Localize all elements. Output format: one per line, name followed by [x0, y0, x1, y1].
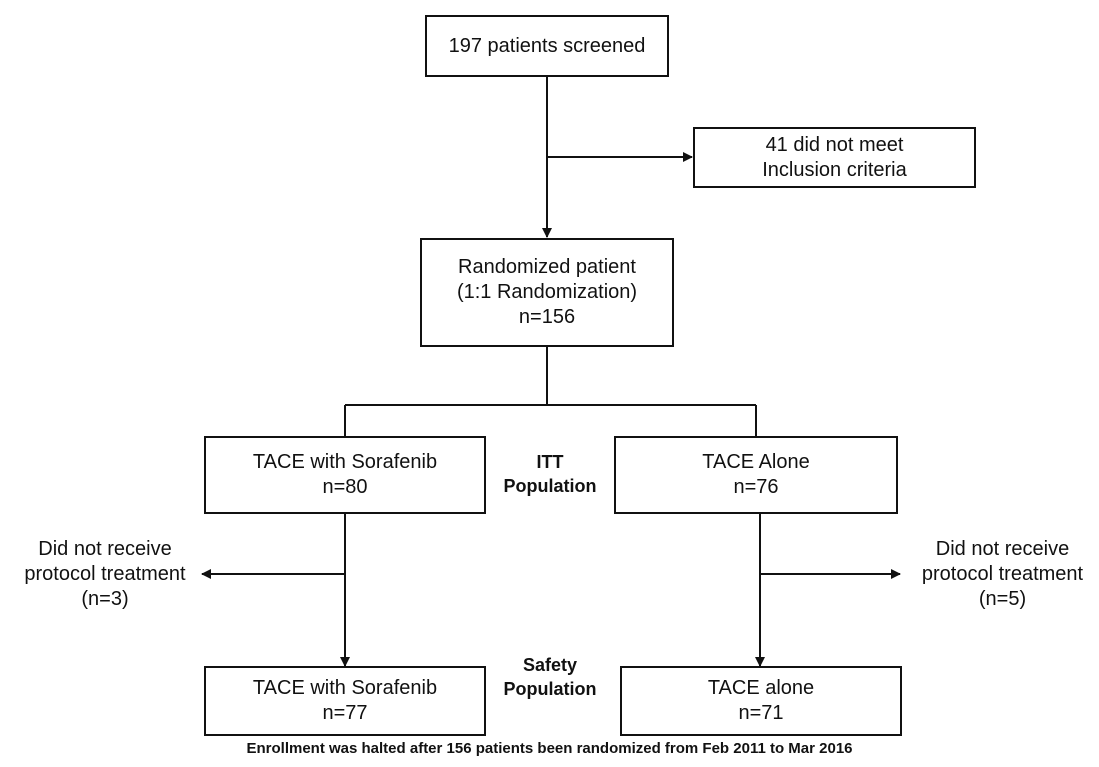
safety-right-box: TACE alone n=71: [620, 666, 902, 736]
randomized-line2: (1:1 Randomization): [456, 281, 638, 303]
itt-population-label: ITT Population: [503, 452, 597, 496]
screened-label: 197 patients screened: [448, 34, 646, 57]
itt-left-line1: TACE with Sorafenib: [252, 451, 438, 473]
itt-right-line1: TACE Alone: [702, 451, 810, 473]
safety-left-box: TACE with Sorafenib n=77: [204, 666, 486, 736]
itt-right-line2: n=76: [733, 476, 779, 498]
excluded-box: 41 did not meet Inclusion criteria: [693, 127, 976, 188]
randomized-box: Randomized patient (1:1 Randomization) n…: [420, 238, 674, 347]
no-treatment-right-label: Did not receive protocol treatment (n=5): [921, 538, 1084, 610]
itt-left-line2: n=80: [322, 476, 368, 498]
randomized-line3: n=156: [518, 306, 576, 328]
safety-population-label: Safety Population: [503, 655, 597, 699]
safety-right-line2: n=71: [738, 702, 784, 724]
safety-left-line1: TACE with Sorafenib: [252, 677, 438, 699]
safety-right-line1: TACE alone: [707, 677, 815, 699]
enrollment-footnote: Enrollment was halted after 156 patients…: [246, 740, 853, 757]
itt-left-box: TACE with Sorafenib n=80: [204, 436, 486, 514]
no-treatment-left-label: Did not receive protocol treatment (n=3): [24, 538, 186, 610]
randomized-line1: Randomized patient: [458, 256, 636, 278]
excluded-line1: 41 did not meet: [765, 133, 904, 156]
excluded-line2: Inclusion criteria: [762, 158, 907, 181]
safety-left-line2: n=77: [322, 702, 368, 724]
screened-box: 197 patients screened: [425, 15, 669, 77]
itt-right-box: TACE Alone n=76: [614, 436, 898, 514]
